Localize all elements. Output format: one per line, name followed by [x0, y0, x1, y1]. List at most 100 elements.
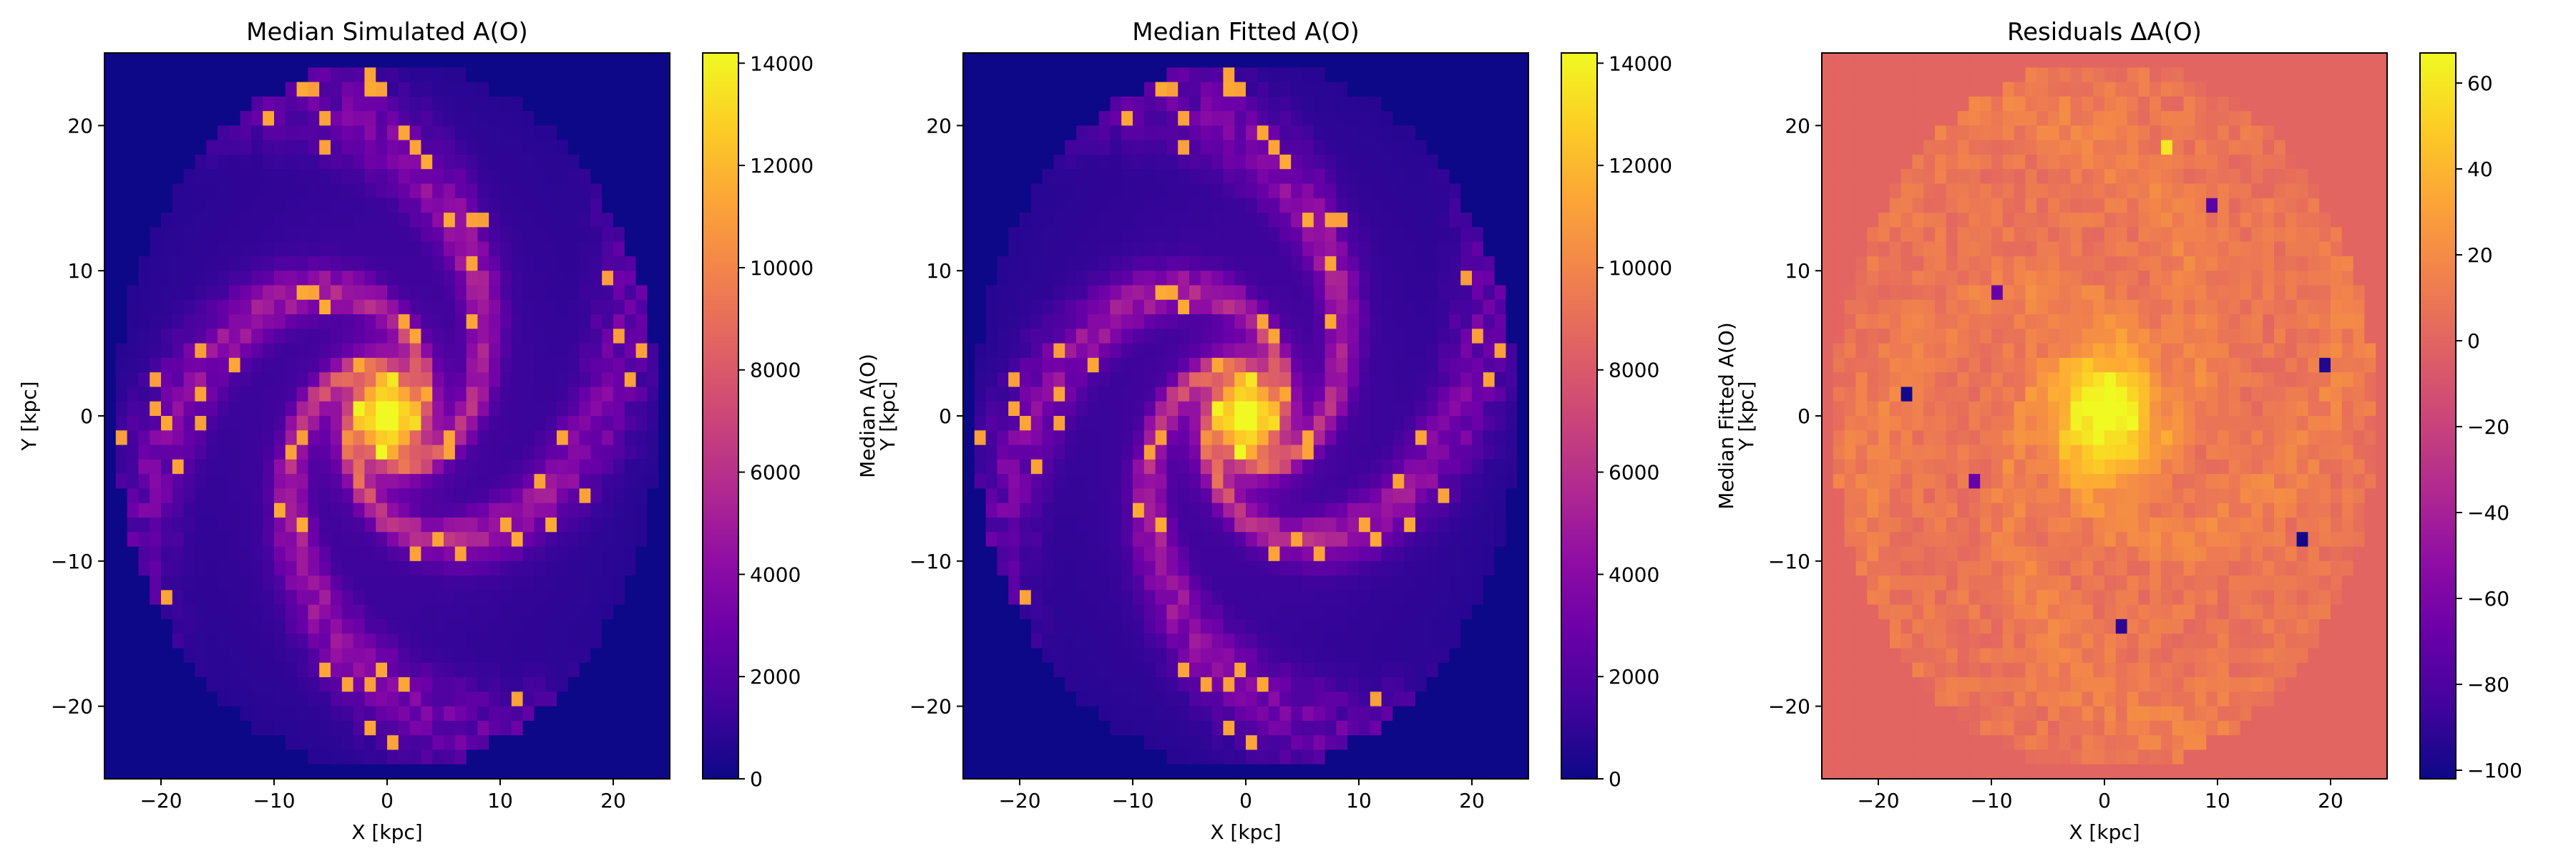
- heatmap-cell: [127, 735, 139, 751]
- heatmap-cell: [1291, 169, 1303, 185]
- heatmap-cell: [228, 604, 241, 620]
- heatmap-cell: [150, 357, 162, 373]
- heatmap-cell: [1392, 445, 1405, 460]
- heatmap-cell: [1065, 604, 1077, 620]
- heatmap-cell: [567, 241, 580, 257]
- heatmap-cell: [477, 111, 489, 126]
- heatmap-cell: [1324, 154, 1337, 170]
- heatmap-cell: [1347, 183, 1360, 199]
- heatmap-cell: [1053, 648, 1065, 664]
- heatmap-cell: [1347, 140, 1360, 155]
- heatmap-cell: [104, 169, 117, 185]
- heatmap-cell: [1381, 285, 1393, 301]
- heatmap-cell: [489, 111, 501, 126]
- heatmap-cell: [1392, 517, 1405, 533]
- heatmap-cell: [511, 618, 524, 634]
- heatmap-cell: [251, 169, 263, 185]
- heatmap-cell: [218, 140, 230, 155]
- heatmap-cell: [1392, 314, 1405, 329]
- heatmap-cell: [1133, 749, 1145, 765]
- heatmap-cell: [1472, 720, 1484, 736]
- heatmap-cell: [1483, 299, 1496, 315]
- heatmap-cell: [1347, 445, 1360, 460]
- heatmap-cell: [545, 459, 557, 475]
- heatmap-cell: [1042, 299, 1054, 315]
- heatmap-cell: [308, 67, 320, 83]
- heatmap-cell: [500, 241, 512, 257]
- heatmap-cell: [1257, 140, 1269, 155]
- heatmap-cell: [545, 604, 557, 620]
- heatmap-cell: [997, 227, 1009, 243]
- x-axis-label: X [kpc]: [351, 820, 422, 844]
- heatmap-cell: [240, 430, 252, 446]
- heatmap-cell: [1098, 532, 1111, 548]
- heatmap-cell: [466, 198, 478, 213]
- heatmap-cell: [183, 691, 195, 707]
- heatmap-cell: [624, 459, 637, 475]
- heatmap-cell: [557, 96, 569, 112]
- heatmap-cell: [398, 213, 411, 228]
- heatmap-cell: [1302, 387, 1314, 402]
- heatmap-cell: [421, 662, 433, 678]
- heatmap-cell: [590, 343, 602, 359]
- heatmap-cell: [240, 706, 252, 722]
- heatmap-cell: [353, 372, 365, 388]
- heatmap-cell: [567, 111, 580, 126]
- heatmap-cell: [579, 372, 591, 388]
- heatmap-cell: [1098, 560, 1111, 576]
- heatmap-cell: [579, 720, 591, 736]
- heatmap-cell: [1517, 111, 1529, 126]
- heatmap-cell: [104, 213, 117, 228]
- heatmap-cell: [477, 590, 489, 606]
- heatmap-cell: [1200, 329, 1213, 344]
- heatmap-cell: [658, 691, 670, 707]
- heatmap-cell: [477, 285, 489, 301]
- heatmap-cell: [138, 357, 150, 373]
- heatmap-cell: [1087, 445, 1100, 460]
- heatmap-cell: [1426, 459, 1439, 475]
- heatmap-cell: [1279, 82, 1292, 97]
- heatmap-cell: [1200, 445, 1213, 460]
- heatmap-cell: [127, 764, 139, 780]
- heatmap-cell: [602, 576, 614, 591]
- heatmap-cells: [104, 53, 670, 780]
- heatmap-cell: [1381, 169, 1393, 185]
- heatmap-cell: [319, 271, 331, 286]
- heatmap-cell: [1166, 576, 1179, 591]
- heatmap-cell: [963, 67, 975, 83]
- heatmap-cell: [1211, 372, 1224, 388]
- heatmap-cell: [251, 154, 263, 170]
- heatmap-cell: [1155, 749, 1167, 765]
- heatmap-cell: [319, 111, 331, 126]
- heatmap-cell: [409, 53, 421, 68]
- heatmap-cell: [296, 662, 308, 678]
- heatmap-cell: [1347, 299, 1360, 315]
- heatmap-cell: [1291, 401, 1303, 417]
- heatmap-cell: [511, 314, 524, 329]
- heatmap-cell: [567, 401, 580, 417]
- heatmap-cell: [1234, 517, 1246, 533]
- heatmap-cell: [489, 140, 501, 155]
- heatmap-cell: [500, 430, 512, 446]
- heatmap-cell: [1313, 749, 1326, 765]
- heatmap-cell: [1517, 706, 1529, 722]
- heatmap-cell: [1392, 488, 1405, 504]
- heatmap-cell: [1178, 445, 1190, 460]
- heatmap-cell: [150, 560, 162, 576]
- heatmap-cell: [545, 401, 557, 417]
- heatmap-cell: [421, 416, 433, 431]
- heatmap-cell: [500, 532, 512, 548]
- heatmap-cell: [522, 416, 535, 431]
- heatmap-cell: [963, 169, 975, 185]
- heatmap-cell: [1460, 67, 1473, 83]
- heatmap-cell: [1189, 53, 1201, 68]
- heatmap-cell: [1460, 488, 1473, 504]
- heatmap-cell: [1460, 111, 1473, 126]
- heatmap-cell: [274, 560, 286, 576]
- heatmap-cell: [1302, 560, 1314, 576]
- heatmap-cell: [557, 227, 569, 243]
- heatmap-cell: [421, 648, 433, 664]
- heatmap-cell: [466, 111, 478, 126]
- heatmap-cell: [1313, 677, 1326, 692]
- heatmap-cell: [602, 82, 614, 97]
